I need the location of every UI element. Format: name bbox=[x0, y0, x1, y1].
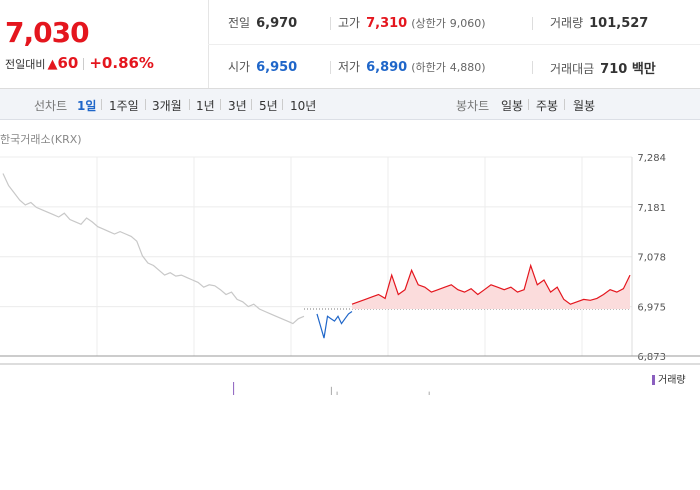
divider bbox=[528, 99, 529, 110]
volume-value: 101,527 bbox=[589, 16, 649, 31]
chart-tabbar: 선차트 1일 1주일 3개월 1년 3년 5년 10년 봉차트 일봉 주봉 월봉 bbox=[0, 89, 700, 120]
series-line-today-above-prev bbox=[351, 263, 631, 305]
y-tick-label: 7,078 bbox=[637, 253, 666, 264]
price-change: 전일대비 ▲60 +0.86% bbox=[5, 54, 154, 72]
exchange-label: 한국거래소(KRX) bbox=[0, 133, 82, 146]
divider bbox=[532, 61, 533, 74]
series-line-previous-day bbox=[2, 173, 305, 325]
tab-weekly-candle[interactable]: 주봉 bbox=[536, 99, 559, 113]
y-tick-label: 7,181 bbox=[637, 203, 666, 214]
tab-3months[interactable]: 3개월 bbox=[152, 99, 182, 113]
high-price: 고가 7,310 (상한가 9,060) bbox=[338, 14, 486, 31]
divider bbox=[145, 99, 146, 110]
series-area bbox=[352, 265, 630, 310]
tab-5years[interactable]: 5년 bbox=[259, 99, 278, 113]
volume-legend-label: 거래량 bbox=[658, 375, 686, 386]
divider bbox=[189, 99, 190, 110]
y-tick-label: 6,873 bbox=[637, 352, 666, 363]
volume-swatch-icon bbox=[652, 375, 655, 385]
y-tick-label: 7,284 bbox=[637, 153, 666, 164]
up-arrow-icon: ▲ bbox=[47, 57, 58, 72]
open-price: 시가 6,950 bbox=[228, 58, 297, 75]
tab-3years[interactable]: 3년 bbox=[228, 99, 247, 113]
tab-monthly-candle[interactable]: 월봉 bbox=[573, 99, 596, 113]
volume-label: 거래량 bbox=[550, 16, 584, 30]
price-chart: 7,284 7,181 7,078 6,975 6,873 bbox=[0, 153, 700, 395]
line-chart-label: 선차트 bbox=[34, 99, 68, 113]
trade-amount: 거래대금 710 백만 bbox=[550, 58, 656, 77]
divider bbox=[564, 99, 565, 110]
volume-bar bbox=[233, 382, 235, 395]
amount-label: 거래대금 bbox=[550, 62, 595, 76]
change-label: 전일대비 bbox=[5, 58, 46, 71]
divider bbox=[282, 99, 283, 110]
quote-header: 7,030 전일대비 ▲60 +0.86% 전일 6,970 고가 7,310 (상한가 … bbox=[0, 0, 700, 89]
prev-close-label: 전일 bbox=[228, 16, 251, 30]
volume-bar bbox=[330, 386, 332, 395]
divider bbox=[330, 17, 331, 30]
prev-close-value: 6,970 bbox=[256, 16, 298, 31]
high-label: 고가 bbox=[338, 16, 361, 30]
tab-10years[interactable]: 10년 bbox=[290, 99, 317, 113]
series-line-today-below-prev bbox=[316, 311, 353, 339]
divider bbox=[208, 44, 700, 45]
low-value: 6,890 bbox=[366, 60, 408, 75]
change-percent: +0.86% bbox=[89, 54, 154, 72]
upper-limit-label: (상한가 bbox=[411, 17, 446, 30]
y-tick-label: 6,975 bbox=[637, 303, 666, 314]
volume: 거래량 101,527 bbox=[550, 14, 648, 31]
current-price: 7,030 bbox=[5, 16, 90, 49]
divider bbox=[83, 57, 85, 70]
volume-legend: 거래량 bbox=[652, 371, 686, 386]
divider bbox=[532, 17, 533, 30]
divider bbox=[251, 99, 252, 110]
tab-1week[interactable]: 1주일 bbox=[109, 99, 139, 113]
open-value: 6,950 bbox=[256, 60, 298, 75]
tab-1day[interactable]: 1일 bbox=[77, 99, 97, 113]
high-value: 7,310 bbox=[366, 16, 408, 31]
divider bbox=[330, 61, 331, 74]
volume-bar bbox=[336, 391, 338, 395]
amount-value: 710 백만 bbox=[600, 62, 656, 77]
lower-limit-label: (하한가 bbox=[411, 61, 446, 74]
lower-limit-value: 4,880) bbox=[449, 61, 486, 74]
open-label: 시가 bbox=[228, 60, 251, 74]
tab-1year[interactable]: 1년 bbox=[196, 99, 215, 113]
candle-chart-label: 봉차트 bbox=[456, 99, 490, 113]
volume-bar bbox=[428, 391, 430, 395]
upper-limit-value: 9,060) bbox=[449, 17, 486, 30]
low-label: 저가 bbox=[338, 60, 361, 74]
divider bbox=[101, 99, 102, 110]
divider bbox=[220, 99, 221, 110]
low-price: 저가 6,890 (하한가 4,880) bbox=[338, 58, 486, 75]
price-box: 7,030 전일대비 ▲60 +0.86% bbox=[0, 0, 209, 88]
prev-close: 전일 6,970 bbox=[228, 14, 297, 31]
change-value: 60 bbox=[57, 54, 79, 72]
tab-daily-candle[interactable]: 일봉 bbox=[501, 99, 524, 113]
